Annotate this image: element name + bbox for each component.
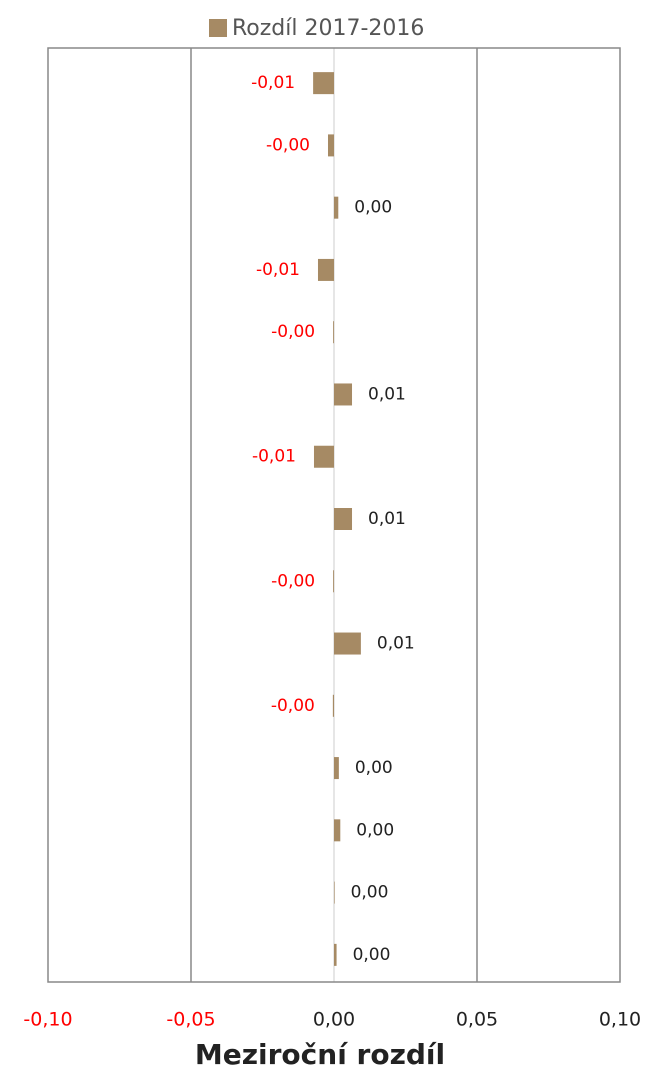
value-label: 0,00 [355,758,393,778]
bar [334,819,341,842]
value-label: -0,01 [252,447,296,467]
bar [334,508,353,530]
bar [334,943,337,966]
value-label: -0,00 [271,696,315,716]
value-label: 0,01 [368,509,406,529]
bar [327,134,334,157]
plot-frame [47,47,621,983]
value-label: -0,01 [256,260,300,280]
legend-swatch [209,19,227,37]
x-axis-title: Meziroční rozdíl [195,1038,445,1070]
bar [333,570,334,593]
bar [313,72,334,95]
x-tick-label: 0,00 [313,1009,355,1031]
x-tick-label: 0,05 [456,1009,498,1031]
bar [334,757,339,780]
x-tick-label: 0,10 [599,1009,641,1031]
bar [333,321,334,344]
value-label: 0,01 [377,634,415,654]
bar [334,881,335,904]
value-label: 0,01 [368,384,406,404]
bar [334,196,339,219]
x-tick-label: -0,10 [23,1009,72,1031]
bar [334,383,353,406]
bar [332,694,334,717]
value-label: 0,00 [356,820,394,840]
x-tick-label: -0,05 [166,1009,215,1031]
value-label: 0,00 [351,883,389,903]
value-label: -0,01 [251,73,295,93]
value-label: -0,00 [271,322,315,342]
bar [317,258,334,281]
bar [313,445,334,468]
value-label: -0,00 [266,135,310,155]
value-label: 0,00 [353,945,391,965]
legend-label: Rozdíl 2017-2016 [232,16,424,41]
value-label: 0,00 [354,198,392,218]
bar [334,632,361,655]
value-label: -0,00 [271,571,315,591]
